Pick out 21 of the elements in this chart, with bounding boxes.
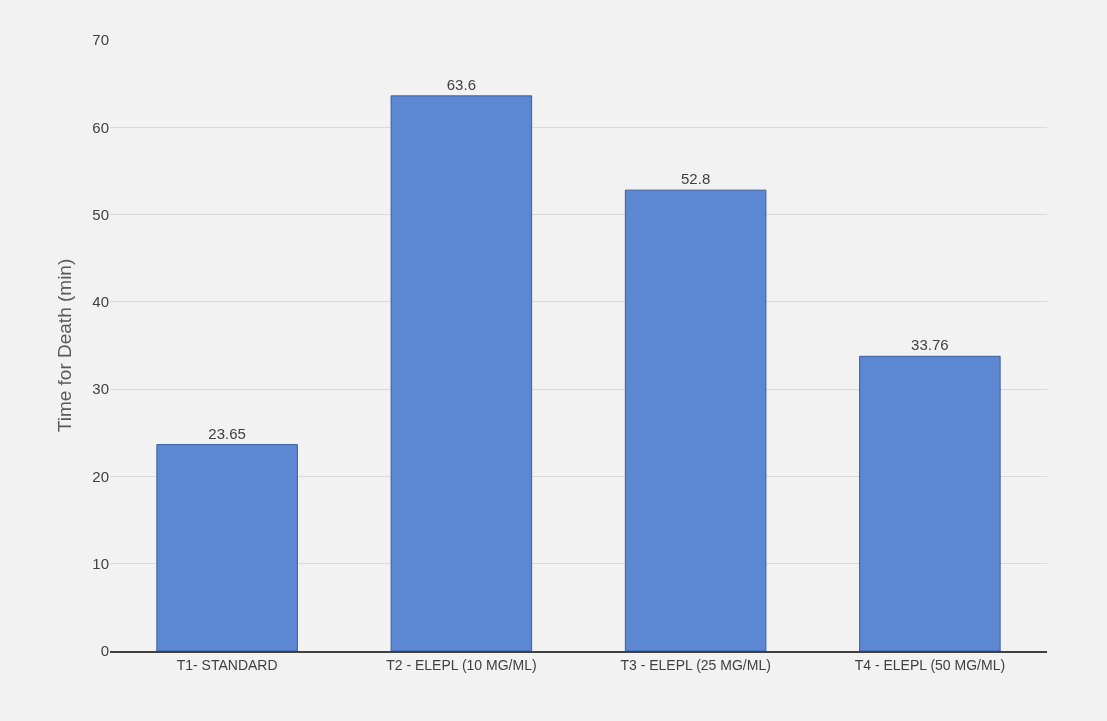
y-axis-title: Time for Death (min) [54, 258, 76, 433]
y-tick-label: 70 [92, 31, 109, 49]
bar [624, 189, 767, 651]
y-tick-label: 0 [100, 642, 109, 660]
y-tick-label: 10 [92, 554, 109, 572]
data-label: 63.6 [446, 75, 476, 93]
x-tick-label: T4 - ELEPL (50 MG/ML) [854, 656, 1006, 673]
y-tick-label: 20 [92, 467, 109, 485]
x-tick-label: T3 - ELEPL (25 MG/ML) [620, 656, 771, 673]
y-tick-label: 50 [92, 205, 109, 223]
x-tick-label: T2 - ELEPL (10 MG/ML) [386, 656, 537, 673]
bar [156, 444, 298, 651]
data-label: 52.8 [681, 170, 711, 188]
x-tick-label: T1- STANDARD [176, 656, 278, 673]
bar [390, 95, 533, 651]
data-label: 33.76 [911, 336, 949, 354]
y-tick-label: 60 [92, 118, 109, 136]
data-label: 23.65 [208, 424, 246, 442]
bar [859, 355, 1001, 651]
y-tick-label: 40 [92, 293, 109, 311]
y-tick-label: 30 [92, 380, 109, 398]
